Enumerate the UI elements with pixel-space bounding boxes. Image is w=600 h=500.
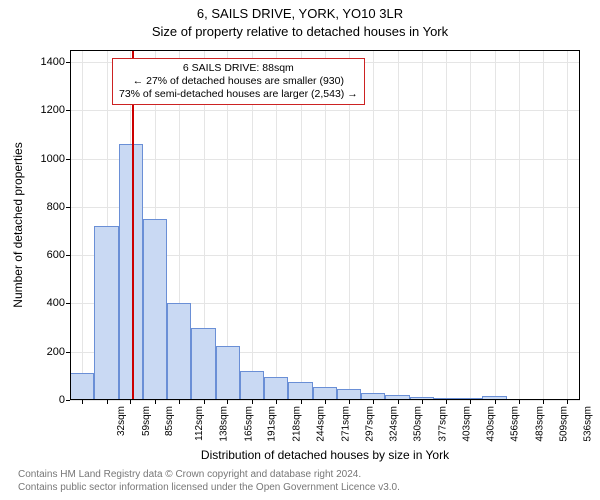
x-tick-label: 59sqm [141, 406, 152, 436]
x-tick-mark [567, 400, 568, 404]
y-tick-mark [66, 159, 70, 160]
y-axis-label: Number of detached properties [11, 142, 25, 307]
x-tick-mark [204, 400, 205, 404]
x-tick-mark [179, 400, 180, 404]
y-tick-label: 0 [5, 394, 65, 406]
y-tick-label: 800 [5, 201, 65, 213]
y-tick-label: 1200 [5, 104, 65, 116]
y-tick-mark [66, 255, 70, 256]
y-tick-mark [66, 62, 70, 63]
x-tick-label: 191sqm [267, 406, 278, 442]
footer-line1: Contains HM Land Registry data © Crown c… [18, 469, 400, 482]
x-tick-mark [276, 400, 277, 404]
x-tick-mark [543, 400, 544, 404]
x-tick-mark [227, 400, 228, 404]
x-tick-label: 138sqm [219, 406, 230, 442]
x-tick-mark [301, 400, 302, 404]
x-tick-mark [519, 400, 520, 404]
y-tick-mark [66, 303, 70, 304]
x-tick-label: 324sqm [389, 406, 400, 442]
x-tick-mark [373, 400, 374, 404]
x-tick-mark [422, 400, 423, 404]
x-tick-label: 509sqm [558, 406, 569, 442]
y-tick-mark [66, 207, 70, 208]
y-tick-label: 1400 [5, 56, 65, 68]
footer-line2: Contains public sector information licen… [18, 482, 400, 495]
x-tick-label: 456sqm [510, 406, 521, 442]
x-tick-mark [252, 400, 253, 404]
x-tick-mark [398, 400, 399, 404]
x-tick-label: 218sqm [292, 406, 303, 442]
x-tick-label: 112sqm [194, 406, 205, 441]
y-tick-mark [66, 352, 70, 353]
x-tick-mark [107, 400, 108, 404]
y-tick-label: 600 [5, 249, 65, 261]
chart-container: 6, SAILS DRIVE, YORK, YO10 3LR Size of p… [0, 0, 600, 500]
y-tick-label: 200 [5, 346, 65, 358]
x-tick-mark [495, 400, 496, 404]
annotation-line3: 73% of semi-detached houses are larger (… [119, 88, 358, 101]
x-tick-label: 350sqm [413, 406, 424, 442]
x-tick-label: 271sqm [340, 406, 351, 442]
x-tick-mark [446, 400, 447, 404]
x-tick-mark [155, 400, 156, 404]
chart-title-line2: Size of property relative to detached ho… [0, 24, 600, 39]
x-tick-mark [130, 400, 131, 404]
x-tick-label: 244sqm [316, 406, 327, 442]
annotation-line2: ← 27% of detached houses are smaller (93… [119, 75, 358, 88]
x-tick-label: 32sqm [116, 406, 127, 436]
x-tick-mark [82, 400, 83, 404]
x-tick-label: 297sqm [364, 406, 375, 442]
annotation-line1: 6 SAILS DRIVE: 88sqm [119, 62, 358, 75]
footer-attribution: Contains HM Land Registry data © Crown c… [18, 469, 400, 494]
x-tick-mark [325, 400, 326, 404]
y-tick-mark [66, 400, 70, 401]
x-tick-label: 483sqm [534, 406, 545, 442]
x-axis-label: Distribution of detached houses by size … [70, 448, 580, 462]
y-tick-mark [66, 110, 70, 111]
x-tick-label: 85sqm [164, 406, 175, 436]
chart-title-line1: 6, SAILS DRIVE, YORK, YO10 3LR [0, 6, 600, 21]
x-tick-label: 430sqm [486, 406, 497, 442]
y-tick-label: 1000 [5, 153, 65, 165]
annotation-box: 6 SAILS DRIVE: 88sqm ← 27% of detached h… [112, 58, 365, 105]
x-tick-mark [470, 400, 471, 404]
x-tick-label: 377sqm [437, 406, 448, 442]
y-tick-label: 400 [5, 297, 65, 309]
x-tick-mark [349, 400, 350, 404]
x-tick-label: 165sqm [243, 406, 254, 442]
x-tick-label: 403sqm [461, 406, 472, 442]
x-tick-label: 536sqm [583, 406, 594, 442]
